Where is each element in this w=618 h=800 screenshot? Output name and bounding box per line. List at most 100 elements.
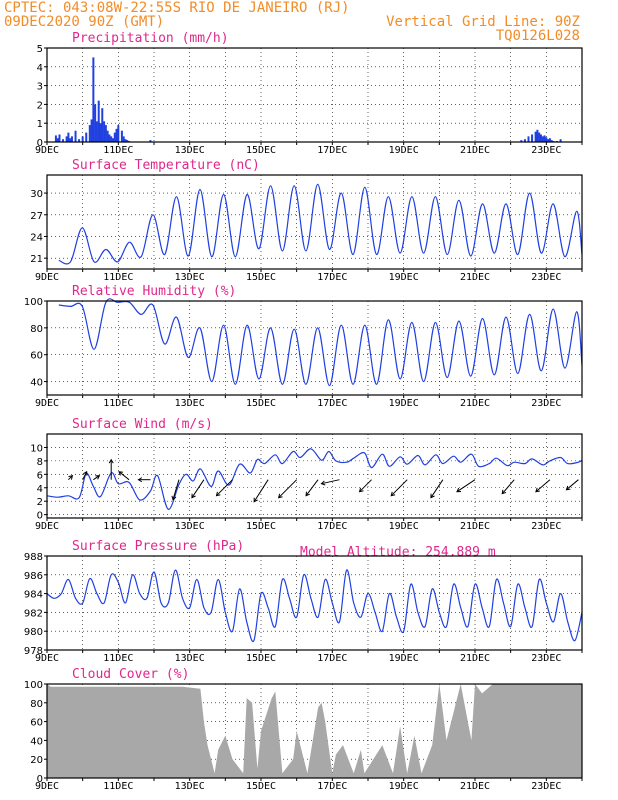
precip-bar [124,139,127,142]
y-tick-label: 988 [24,552,43,563]
y-tick-label: 0 [37,511,43,522]
precip-bar [559,139,562,142]
y-tick-label: 40 [30,378,43,389]
wind-arrow [456,479,476,493]
cloud-cover-area [47,684,582,778]
precip-bar [520,140,523,142]
y-tick-label: 60 [30,351,43,362]
wind-arrow [191,479,205,498]
precip-bar [99,123,102,142]
precip-bar [97,100,100,142]
header-location: CPTEC: 043:08W-22:55S RIO DE JANEIRO (RJ… [4,0,350,16]
panel-frame [46,174,583,270]
wind-arrow [118,471,130,481]
x-tick-label: 13DEC [175,781,205,792]
x-tick-label: 11DEC [103,521,133,532]
y-tick-label: 21 [30,254,43,265]
x-tick-label: 9DEC [35,272,59,283]
x-tick-label: 13DEC [175,398,205,409]
y-tick-label: 40 [30,736,43,747]
x-tick-label: 13DEC [175,653,205,664]
header-model: TQ0126L028 [496,28,580,44]
x-tick-label: 15DEC [246,272,276,283]
wind-arrow-head [215,491,221,497]
y-tick-label: 20 [30,755,43,766]
precip-bar [536,129,539,142]
y-tick-label: 1 [37,119,43,130]
y-tick-label: 27 [30,211,43,222]
wind-arrow-head [253,497,258,503]
precip-bar [65,136,68,142]
wind-arrow-head [95,475,101,480]
x-tick-label: 19DEC [389,145,419,156]
x-tick-label: 17DEC [317,653,347,664]
precip-bar [94,104,97,142]
y-tick-label: 984 [24,590,43,601]
panel-title: Surface Pressure (hPa) [72,539,244,554]
x-tick-label: 21DEC [460,145,490,156]
x-tick-label: 19DEC [389,398,419,409]
header-grid-note: Vertical Grid Line: 90Z [386,14,580,30]
wind-arrow-head [565,485,571,491]
series-line [58,183,583,265]
x-tick-label: 15DEC [246,398,276,409]
precip-bar [101,108,104,142]
precip-bar [106,130,109,142]
wind-arrow-head [277,493,283,499]
precip-bar [543,135,546,142]
wind-arrow [253,479,269,502]
y-tick-label: 4 [37,63,43,74]
panel-title: Cloud Cover (%) [72,667,189,682]
series-line [46,569,583,643]
x-tick-label: 23DEC [531,398,561,409]
y-tick-label: 80 [30,699,43,710]
wind-arrow [359,479,372,493]
precip-bar [92,57,95,142]
wind-arrow [305,479,319,496]
precip-bar [81,136,84,142]
wind-arrow [501,479,515,495]
wind-arrow [390,479,408,497]
precip-bar [547,139,550,142]
wind-arrow [172,479,180,500]
wind-arrow [321,479,340,485]
panel-frame [46,300,583,396]
x-tick-label: 19DEC [389,653,419,664]
y-tick-label: 10 [30,443,43,454]
wind-arrow [278,479,298,499]
precip-bar [67,132,70,142]
x-tick-label: 23DEC [531,272,561,283]
precip-bar [70,136,73,142]
wind-arrow-head [390,491,396,497]
y-tick-label: 30 [30,189,43,200]
panel-3: Relative Humidity (%) 40 60 80 100 9DEC 11DEC 1… [24,284,583,409]
wind-arrow [430,479,444,498]
wind-arrow-head [501,489,507,495]
wind-arrow-head [320,480,326,486]
wind-arrow-head [358,487,364,493]
y-tick-label: 24 [30,232,43,243]
x-tick-label: 21DEC [460,781,490,792]
x-tick-label: 9DEC [35,145,59,156]
y-tick-label: 6 [37,470,43,481]
y-tick-label: 5 [37,44,43,55]
precip-bar [58,134,61,142]
panel-1: Precipitation (mm/h) 0 1 2 3 4 5 9DEC 11DEC 13DEC… [35,31,583,156]
y-tick-label: 980 [24,627,43,638]
precip-bar [108,134,111,142]
precip-bar [149,140,152,142]
model-altitude: Model Altitude: 254.889 m [300,545,496,560]
x-tick-label: 21DEC [460,521,490,532]
x-tick-label: 19DEC [389,521,419,532]
precip-bar [113,132,116,142]
precip-bar [527,136,530,142]
y-tick-label: 60 [30,718,43,729]
x-tick-label: 15DEC [246,521,276,532]
precip-bar [548,138,551,142]
x-tick-label: 17DEC [317,781,347,792]
wind-arrow [216,479,233,497]
x-tick-label: 17DEC [317,398,347,409]
y-tick-label: 100 [24,297,43,308]
precip-bar [115,128,118,142]
